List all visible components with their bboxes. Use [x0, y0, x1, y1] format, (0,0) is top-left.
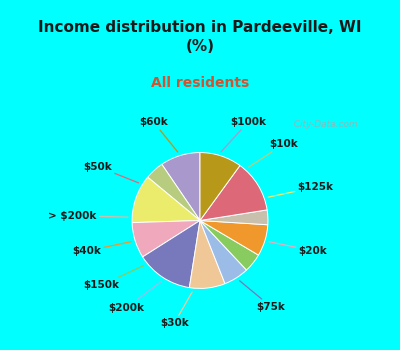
- Text: > $200k: > $200k: [48, 211, 128, 220]
- Text: $200k: $200k: [109, 281, 162, 313]
- Text: $60k: $60k: [139, 117, 178, 152]
- Text: $150k: $150k: [84, 266, 144, 290]
- Wedge shape: [148, 164, 200, 220]
- Text: All residents: All residents: [151, 76, 249, 90]
- Wedge shape: [200, 166, 267, 220]
- Text: $10k: $10k: [248, 139, 298, 167]
- Text: Income distribution in Pardeeville, WI
(%): Income distribution in Pardeeville, WI (…: [38, 20, 362, 54]
- Wedge shape: [200, 220, 258, 270]
- Wedge shape: [200, 210, 268, 225]
- Text: $100k: $100k: [221, 117, 266, 152]
- Text: $75k: $75k: [240, 281, 286, 312]
- Wedge shape: [162, 153, 200, 220]
- Text: $30k: $30k: [160, 292, 192, 328]
- Wedge shape: [200, 220, 268, 255]
- Wedge shape: [189, 220, 225, 288]
- Text: City-Data.com: City-Data.com: [288, 120, 358, 129]
- Wedge shape: [200, 153, 240, 220]
- Wedge shape: [200, 220, 246, 284]
- Wedge shape: [132, 220, 200, 257]
- Wedge shape: [143, 220, 200, 288]
- Text: $125k: $125k: [268, 182, 334, 197]
- Text: $20k: $20k: [269, 242, 328, 256]
- Text: $50k: $50k: [83, 162, 138, 183]
- Text: $40k: $40k: [72, 242, 131, 256]
- Wedge shape: [132, 177, 200, 223]
